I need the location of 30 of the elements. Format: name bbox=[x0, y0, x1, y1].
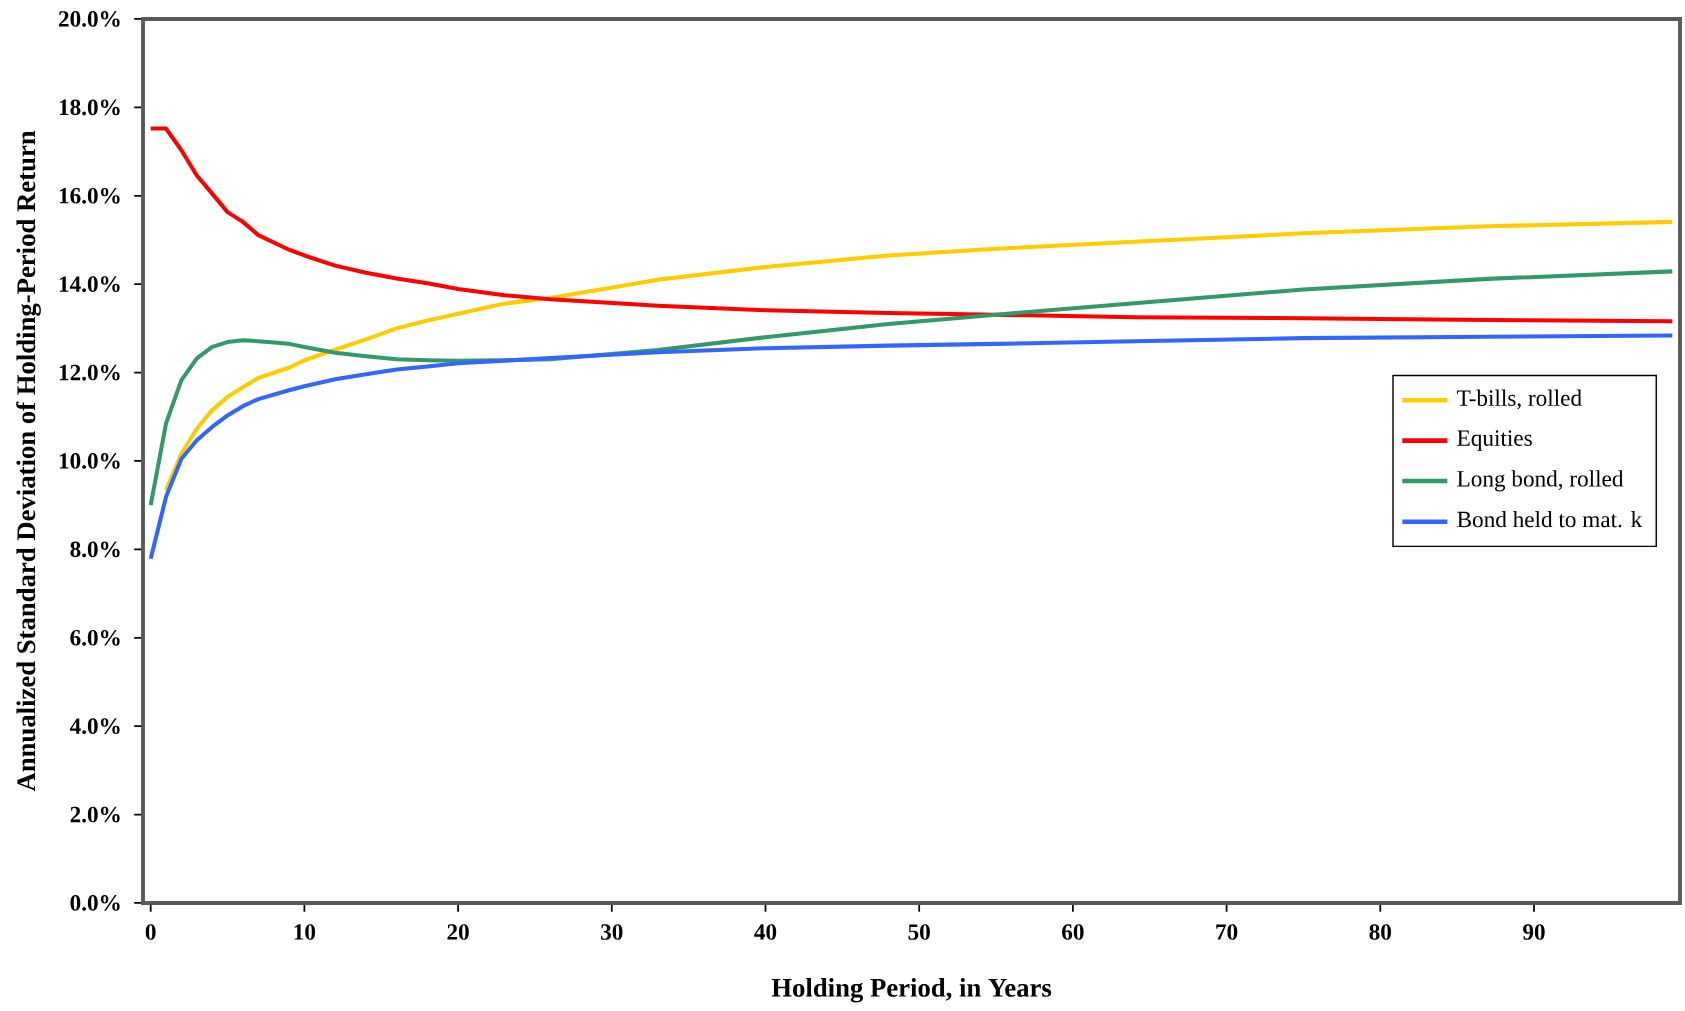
x-tick-label: 50 bbox=[908, 924, 930, 940]
y-tick-label: 2.0% bbox=[70, 806, 120, 823]
y-tick-label: 12.0% bbox=[59, 364, 120, 381]
line-series bbox=[148, 333, 1675, 561]
y-tick-label: 20.0% bbox=[59, 11, 120, 27]
legend-label: Bond held to mat. k bbox=[1457, 510, 1643, 528]
line-series bbox=[148, 126, 1675, 324]
x-tick-label: 20 bbox=[447, 924, 469, 940]
y-tick-label: 10.0% bbox=[59, 453, 120, 469]
y-tick-label: 18.0% bbox=[59, 99, 120, 116]
x-tick-label: 80 bbox=[1369, 924, 1391, 940]
y-tick-label: 14.0% bbox=[59, 276, 120, 293]
x-tick-label: 70 bbox=[1216, 924, 1238, 940]
x-tick-label: 40 bbox=[754, 924, 777, 940]
x-tick-label: 90 bbox=[1523, 924, 1545, 940]
legend-label: Equities bbox=[1457, 430, 1532, 451]
y-tick-label: 0.0% bbox=[70, 895, 120, 911]
x-tick-label: 0 bbox=[145, 924, 156, 940]
line-series bbox=[164, 219, 1675, 493]
x-tick-label: 60 bbox=[1062, 924, 1084, 940]
y-tick-label: 16.0% bbox=[59, 187, 120, 204]
x-tick-label: 30 bbox=[601, 924, 623, 940]
x-axis-title: Holding Period, in Years bbox=[771, 977, 1052, 1003]
y-tick-label: 8.0% bbox=[70, 541, 120, 558]
x-tick-label: 10 bbox=[294, 924, 316, 940]
legend-label: T-bills, rolled bbox=[1457, 389, 1582, 410]
legend-label: Long bond, rolled bbox=[1457, 470, 1624, 492]
y-tick-label: 4.0% bbox=[69, 718, 120, 735]
y-tick-label: 6.0% bbox=[70, 629, 120, 646]
y-axis-title: Annualized Standard Deviation of Holding-Period Return bbox=[16, 130, 41, 792]
